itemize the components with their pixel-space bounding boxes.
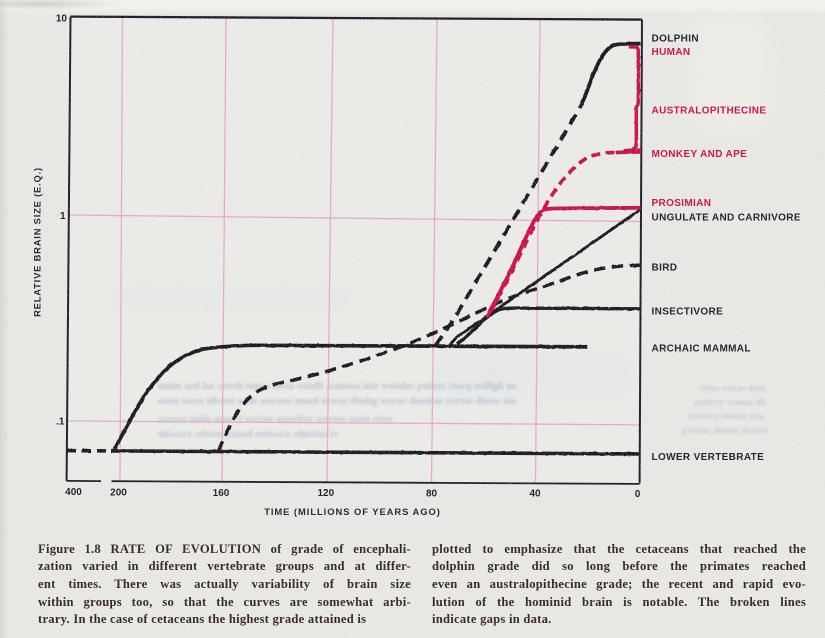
svg-text:200: 200 xyxy=(110,487,127,498)
svg-text:MONKEY AND APE: MONKEY AND APE xyxy=(652,149,748,160)
svg-text:120: 120 xyxy=(317,488,334,499)
svg-text:80: 80 xyxy=(426,488,438,499)
svg-text:INSECTIVORE: INSECTIVORE xyxy=(652,307,724,318)
svg-text:160: 160 xyxy=(213,488,230,499)
svg-text:1: 1 xyxy=(60,211,66,222)
svg-text:.1: .1 xyxy=(56,417,65,428)
svg-text:DOLPHIN: DOLPHIN xyxy=(652,33,699,44)
svg-text:UNGULATE AND CARNIVORE: UNGULATE AND CARNIVORE xyxy=(652,213,801,224)
svg-text:400: 400 xyxy=(65,487,82,498)
svg-text:RELATIVE BRAIN SIZE (E.Q.): RELATIVE BRAIN SIZE (E.Q.) xyxy=(32,167,43,317)
svg-text:0: 0 xyxy=(635,489,641,500)
svg-text:TIME (MILLIONS OF YEARS AGO): TIME (MILLIONS OF YEARS AGO) xyxy=(264,506,441,517)
svg-text:ARCHAIC MAMMAL: ARCHAIC MAMMAL xyxy=(652,344,751,355)
svg-text:BIRD: BIRD xyxy=(652,262,678,273)
svg-text:PROSIMIAN: PROSIMIAN xyxy=(652,198,712,209)
svg-text:HUMAN: HUMAN xyxy=(652,47,691,58)
svg-text:AUSTRALOPITHECINE: AUSTRALOPITHECINE xyxy=(652,105,767,116)
svg-text:10: 10 xyxy=(56,14,68,25)
svg-text:40: 40 xyxy=(529,489,541,500)
svg-text:LOWER VERTEBRATE: LOWER VERTEBRATE xyxy=(652,452,765,463)
